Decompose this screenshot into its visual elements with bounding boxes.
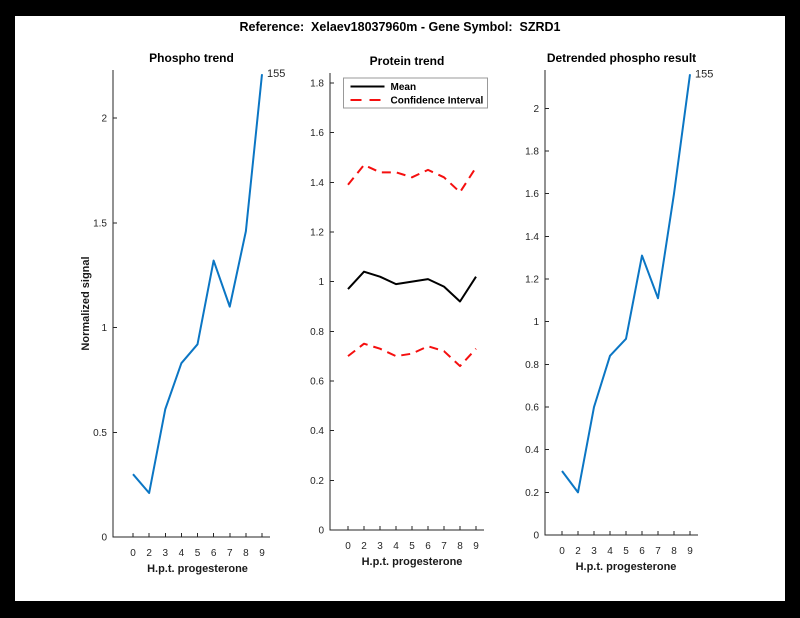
x-tick-label: 9 (473, 541, 479, 552)
legend: Mean Confidence Interval (343, 77, 488, 109)
y-tick-label: 1.8 (525, 147, 539, 158)
legend-label: Confidence Interval (391, 96, 484, 107)
y-tick-label: 0.6 (310, 376, 324, 387)
protein-trend-title: Protein trend (370, 54, 445, 68)
x-tick-label: 4 (179, 548, 185, 559)
y-tick-label: 2 (533, 104, 539, 115)
y-tick-label: 1.4 (525, 232, 539, 243)
y-tick-label: 0.4 (525, 445, 539, 456)
x-tick-label: 8 (457, 541, 463, 552)
endpoint-label: 155 (695, 68, 713, 80)
x-axis-label: H.p.t. progesterone (576, 561, 677, 573)
y-tick-label: 1 (318, 277, 324, 288)
x-tick-label: 9 (687, 546, 693, 557)
y-tick-label: 1.6 (525, 189, 539, 200)
phospho-trend-title: Phospho trend (149, 51, 234, 65)
x-tick-label: 7 (655, 546, 661, 557)
mean-line (347, 270, 477, 303)
figure-canvas: Reference: Xelaev18037960m - Gene Symbol… (15, 16, 785, 601)
x-axis-label: H.p.t. progesterone (147, 563, 248, 575)
detrended-phospho-signal-line (561, 74, 691, 494)
x-tick-label: 2 (146, 548, 152, 559)
y-tick-label: 1.5 (93, 218, 107, 229)
x-tick-label: 0 (130, 548, 136, 559)
y-tick-label: 0.4 (310, 426, 324, 437)
detrended-phospho-plot: 0 2 3 4 5 6 7 8 900.20.40.60.811.21.41.61.82155D… (525, 51, 713, 573)
y-tick-label: 0 (318, 526, 324, 537)
confidence-interval-lower-line (347, 342, 477, 368)
x-tick-label: 4 (393, 541, 399, 552)
y-tick-label: 1.4 (310, 178, 324, 189)
x-tick-label: 7 (227, 548, 233, 559)
y-tick-label: 2 (101, 114, 107, 125)
phospho-signal-line (132, 74, 263, 495)
x-tick-label: 3 (377, 541, 383, 552)
confidence-interval-upper-line (347, 163, 477, 194)
x-tick-label: 0 (345, 541, 351, 552)
x-tick-label: 0 (559, 546, 565, 557)
legend-label: Mean (391, 82, 417, 93)
y-tick-label: 0.2 (525, 488, 539, 499)
figure-title: Reference: Xelaev18037960m - Gene Symbol… (239, 20, 561, 34)
y-tick-label: 1.6 (310, 128, 324, 139)
x-tick-label: 3 (591, 546, 597, 557)
legend-box (343, 77, 488, 109)
x-tick-label: 2 (361, 541, 367, 552)
y-tick-label: 0.6 (525, 403, 539, 414)
y-tick-label: 0 (533, 531, 539, 542)
y-tick-label: 0 (101, 533, 107, 544)
y-axis-label: Normalized signal (80, 256, 92, 350)
x-tick-label: 5 (623, 546, 629, 557)
y-tick-label: 0.2 (310, 476, 324, 487)
y-tick-label: 1 (101, 323, 107, 334)
endpoint-label: 155 (267, 68, 285, 80)
y-tick-label: 1 (533, 317, 539, 328)
x-tick-label: 7 (441, 541, 447, 552)
y-tick-label: 0.8 (310, 327, 324, 338)
x-tick-label: 8 (671, 546, 677, 557)
y-tick-label: 1.2 (525, 275, 539, 286)
protein-trend-plot: 0 2 3 4 5 6 7 8 900.20.40.60.811.21.41.61.8Prote… (310, 54, 488, 568)
y-tick-label: 0.8 (525, 360, 539, 371)
detrended-phospho-title: Detrended phospho result (547, 51, 696, 65)
x-tick-label: 8 (243, 548, 249, 559)
x-tick-label: 2 (575, 546, 581, 557)
x-tick-label: 3 (162, 548, 168, 559)
x-tick-label: 4 (607, 546, 613, 557)
x-tick-label: 6 (639, 546, 645, 557)
x-tick-label: 5 (195, 548, 201, 559)
x-tick-label: 9 (259, 548, 265, 559)
y-tick-label: 0.5 (93, 428, 107, 439)
detrended-phospho-axes (544, 70, 698, 536)
x-tick-label: 6 (425, 541, 431, 552)
x-tick-label: 6 (211, 548, 217, 559)
y-tick-label: 1.8 (310, 78, 324, 89)
y-tick-label: 1.2 (310, 227, 324, 238)
x-tick-label: 5 (409, 541, 415, 552)
phospho-trend-axes (112, 70, 270, 538)
x-axis-label: H.p.t. progesterone (362, 556, 463, 568)
